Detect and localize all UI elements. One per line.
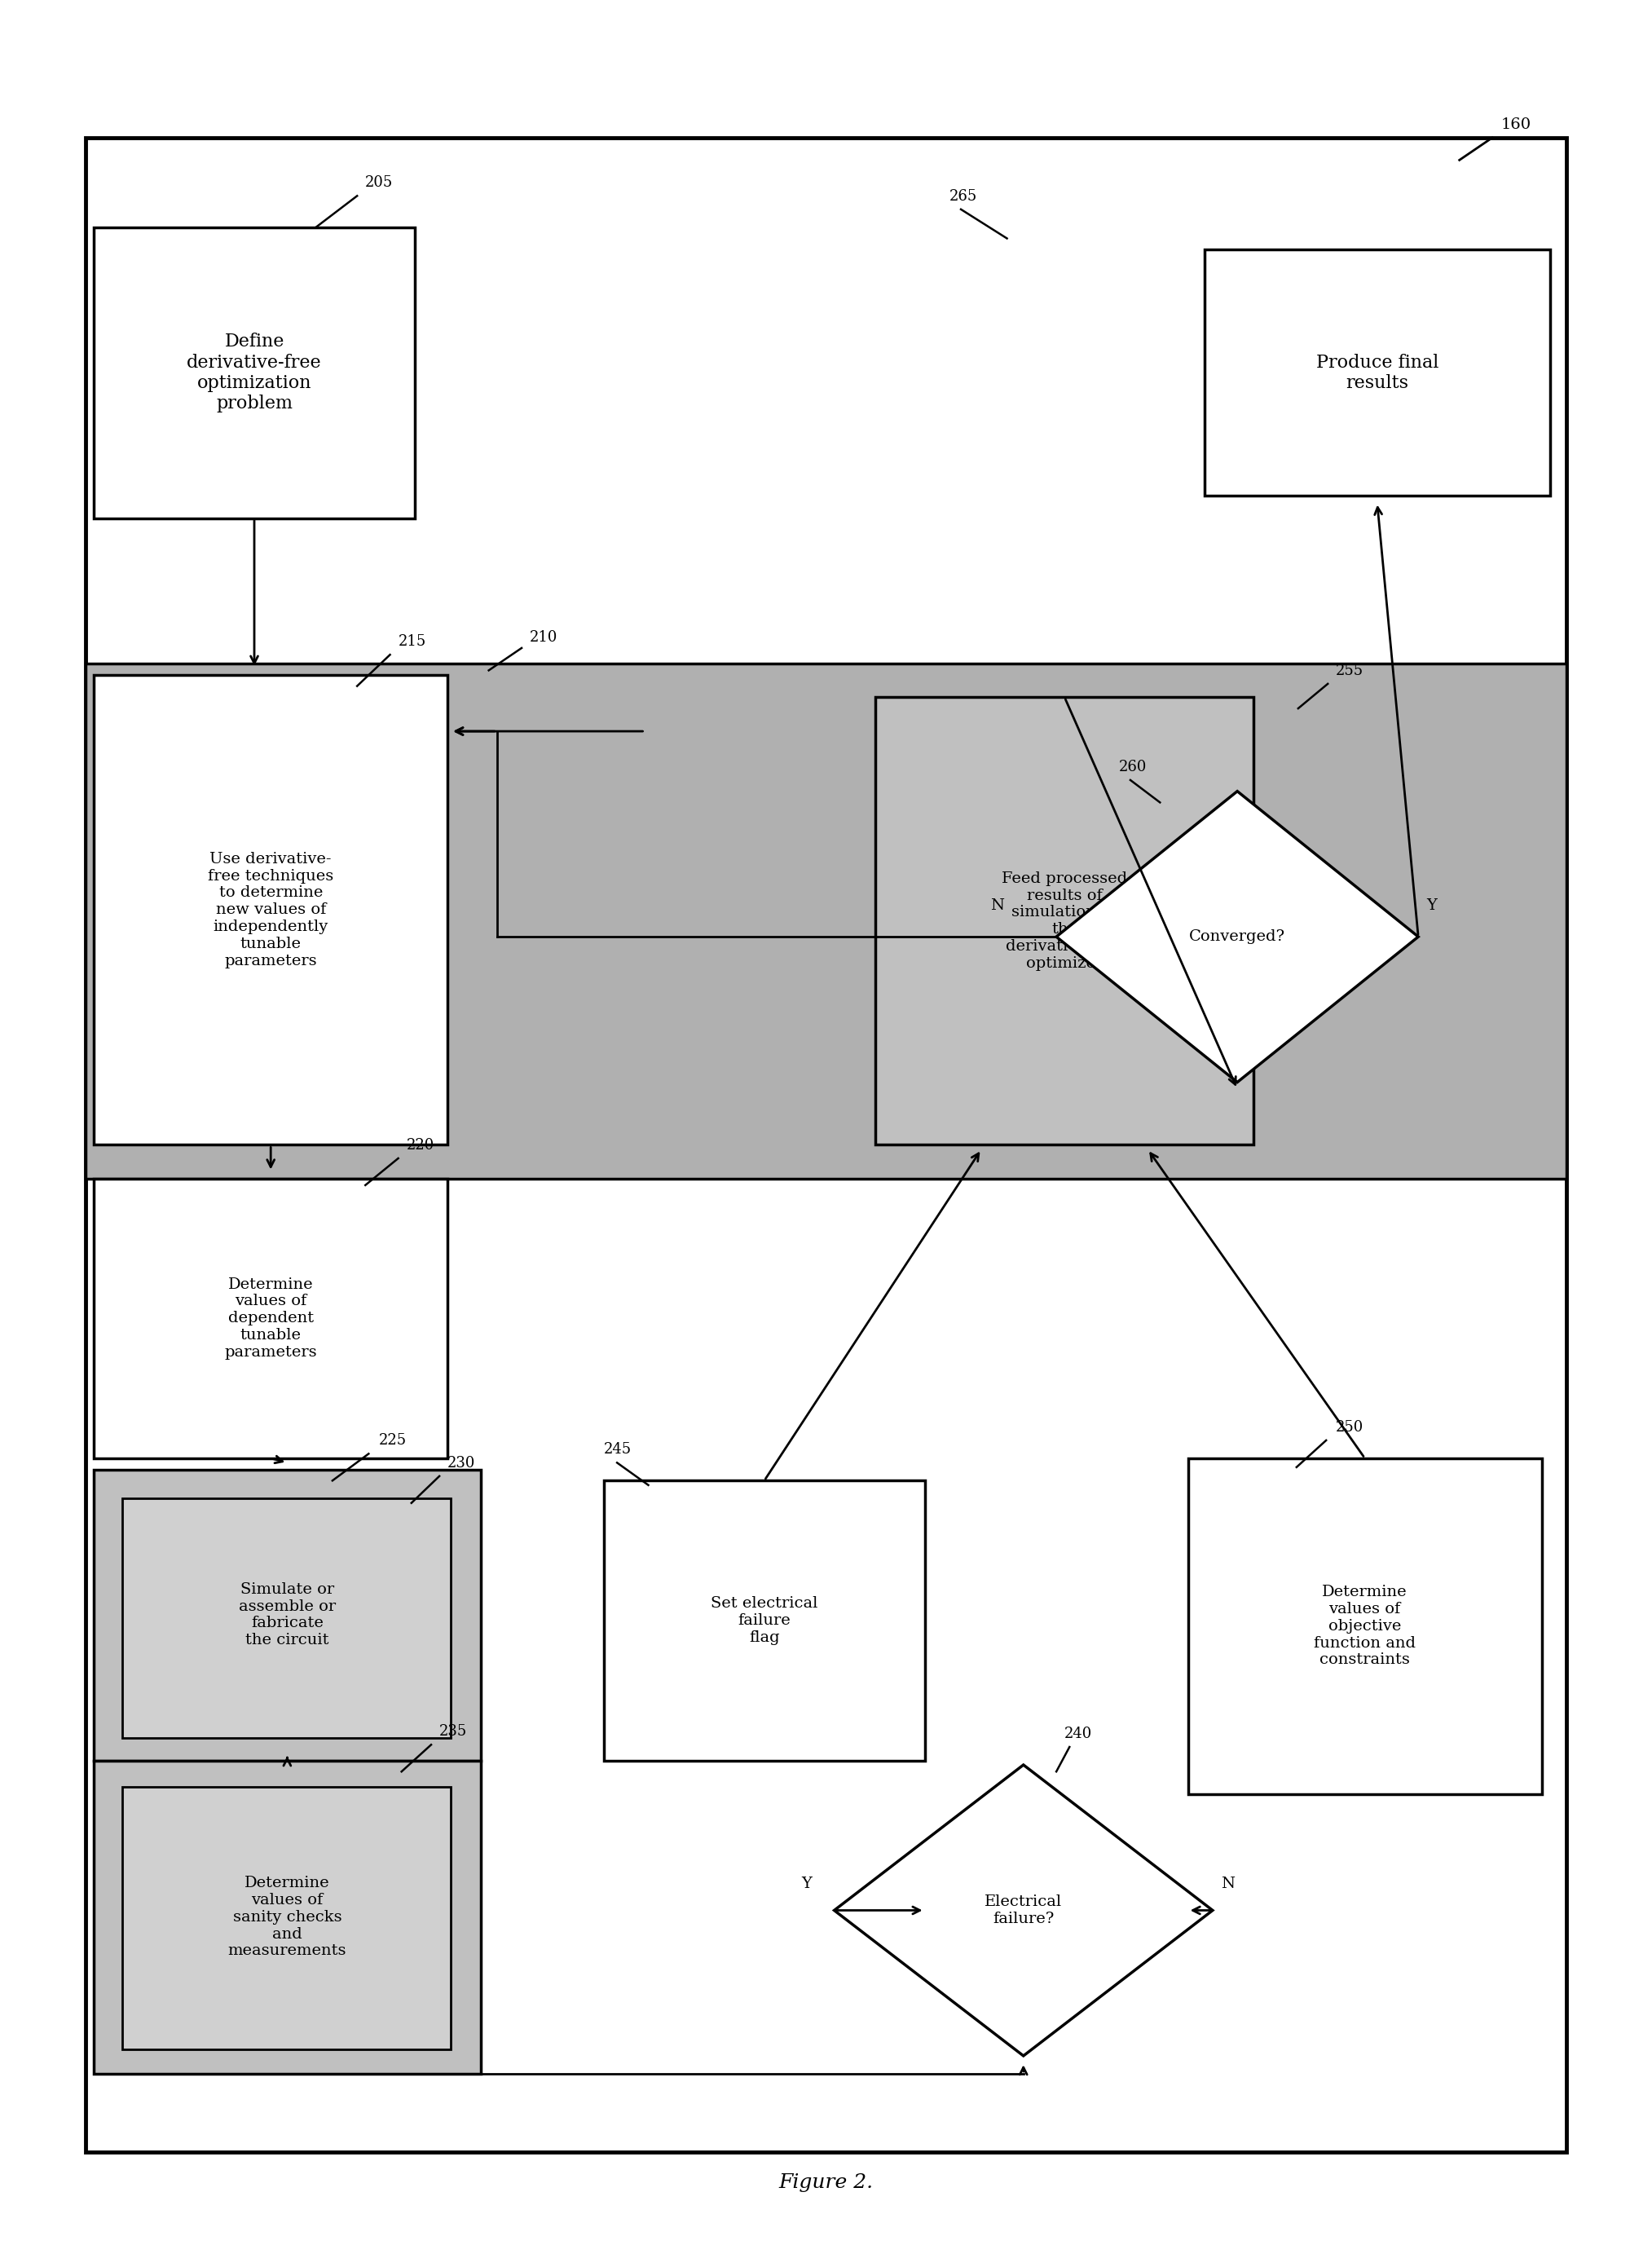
Text: N: N [991, 898, 1004, 914]
FancyBboxPatch shape [1188, 1459, 1541, 1794]
Text: Use derivative-
free techniques
to determine
new values of
independently
tunable: Use derivative- free techniques to deter… [208, 851, 334, 968]
Text: 255: 255 [1336, 665, 1365, 678]
Text: Y: Y [801, 1877, 811, 1890]
Text: N: N [1221, 1877, 1234, 1890]
Text: Define
derivative-free
optimization
problem: Define derivative-free optimization prob… [187, 332, 322, 413]
Text: Converged?: Converged? [1189, 929, 1285, 945]
Text: Set electrical
failure
flag: Set electrical failure flag [710, 1596, 818, 1646]
Text: 245: 245 [605, 1441, 631, 1457]
FancyBboxPatch shape [94, 676, 448, 1145]
Text: Y: Y [1426, 898, 1437, 914]
Text: Determine
values of
dependent
tunable
parameters: Determine values of dependent tunable pa… [225, 1277, 317, 1360]
Text: Determine
values of
sanity checks
and
measurements: Determine values of sanity checks and me… [228, 1877, 347, 1958]
Text: 235: 235 [439, 1724, 468, 1740]
FancyBboxPatch shape [86, 137, 1566, 2153]
FancyBboxPatch shape [876, 698, 1254, 1145]
Text: 220: 220 [406, 1138, 434, 1152]
FancyBboxPatch shape [94, 227, 415, 519]
FancyBboxPatch shape [122, 1787, 451, 2050]
Text: Feed processed
results of
simulation to
the
derivative-free
optimizer: Feed processed results of simulation to … [1001, 871, 1127, 970]
Text: 230: 230 [448, 1455, 476, 1470]
Text: 160: 160 [1500, 117, 1531, 132]
Text: Figure 2.: Figure 2. [778, 2173, 874, 2193]
FancyBboxPatch shape [94, 1760, 481, 2074]
Text: 250: 250 [1336, 1419, 1365, 1435]
Text: Produce final
results: Produce final results [1317, 352, 1439, 393]
Text: 215: 215 [398, 635, 426, 649]
Text: 225: 225 [378, 1432, 406, 1448]
FancyBboxPatch shape [122, 1497, 451, 1738]
Text: 240: 240 [1064, 1726, 1092, 1742]
FancyBboxPatch shape [1204, 249, 1550, 496]
Text: Electrical
failure?: Electrical failure? [985, 1895, 1062, 1926]
Text: Simulate or
assemble or
fabricate
the circuit: Simulate or assemble or fabricate the ci… [238, 1583, 335, 1648]
FancyBboxPatch shape [86, 665, 1566, 1179]
Polygon shape [1056, 790, 1419, 1082]
Text: 260: 260 [1118, 759, 1146, 775]
Text: Determine
values of
objective
function and
constraints: Determine values of objective function a… [1313, 1585, 1416, 1668]
FancyBboxPatch shape [605, 1482, 925, 1760]
FancyBboxPatch shape [94, 1470, 481, 1760]
Text: 210: 210 [530, 631, 558, 644]
Polygon shape [834, 1765, 1213, 2056]
FancyBboxPatch shape [94, 1179, 448, 1459]
Text: 265: 265 [950, 189, 978, 204]
Text: 205: 205 [365, 175, 393, 191]
